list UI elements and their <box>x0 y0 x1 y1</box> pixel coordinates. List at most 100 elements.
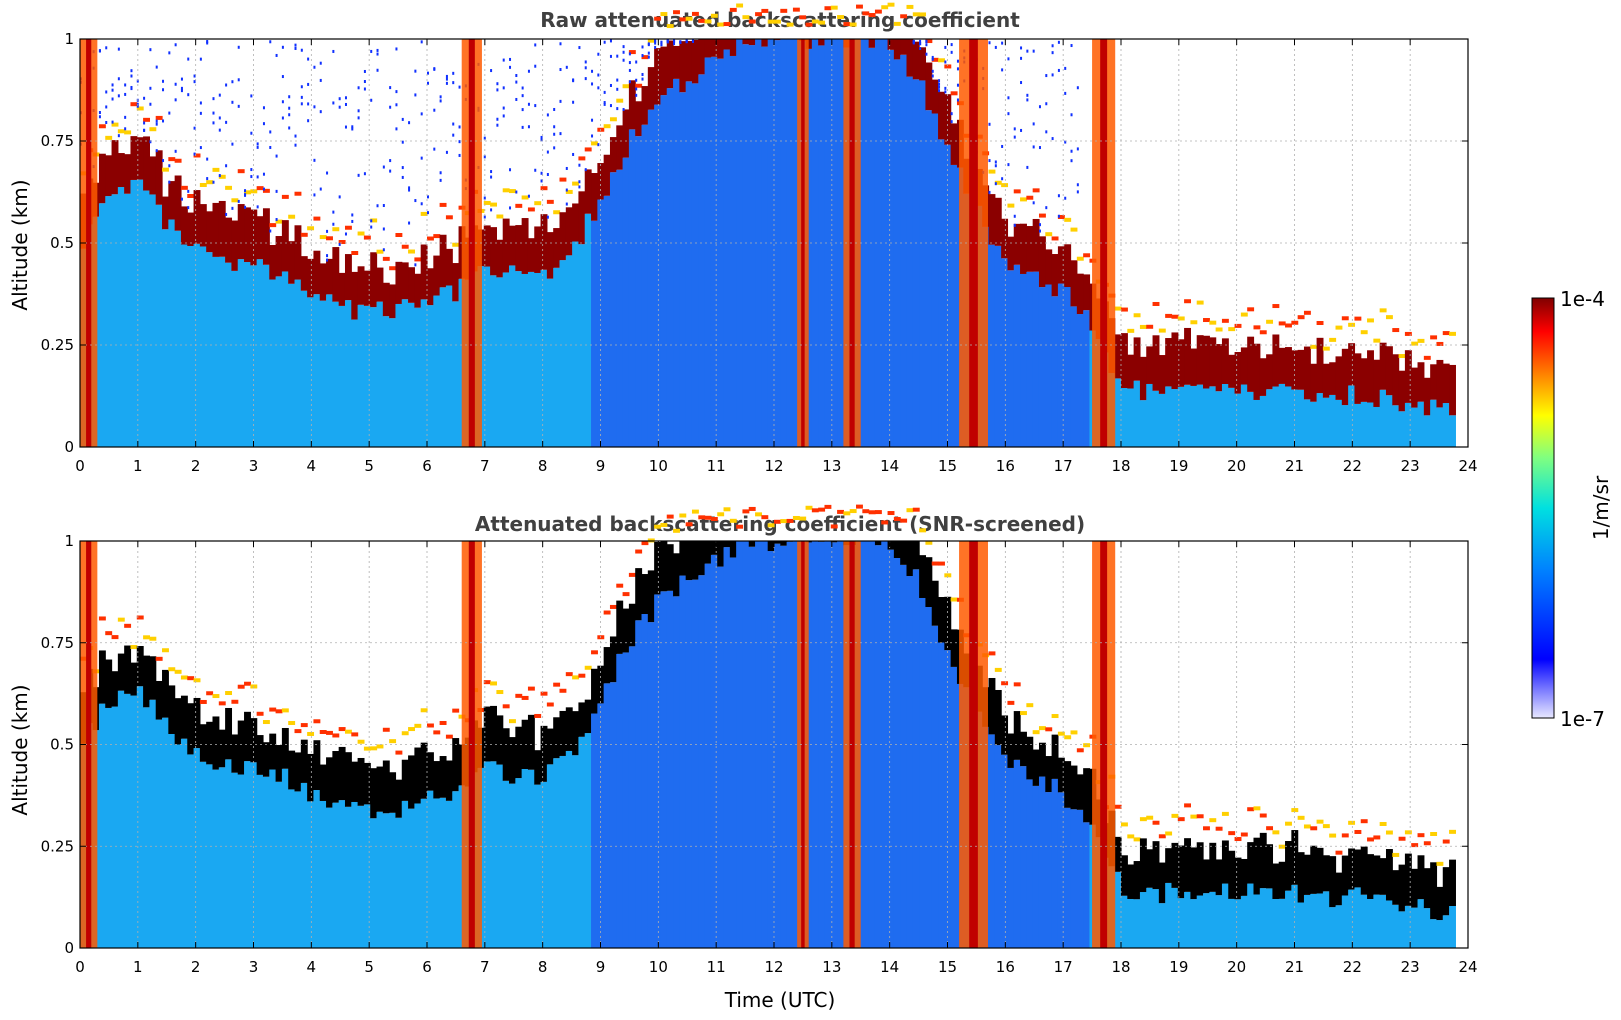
boundary-layer-cell <box>654 594 662 948</box>
x-tick-label: 16 <box>996 457 1015 475</box>
boundary-layer-cell <box>938 642 945 948</box>
noise-speck <box>275 189 278 193</box>
noise-speck <box>344 125 347 129</box>
x-axis-label: Time (UTC) <box>724 988 836 1012</box>
boundary-layer-cell <box>1297 389 1305 447</box>
cloud-edge-cell <box>98 616 106 621</box>
boundary-layer-cell <box>212 769 220 948</box>
cloud-edge-cell <box>628 572 636 577</box>
boundary-layer-cell <box>300 290 308 447</box>
noise-speck <box>452 81 455 85</box>
cloud-edge-cell <box>572 181 580 186</box>
cloud-edge-cell <box>155 656 163 661</box>
boundary-layer-cell <box>704 57 712 447</box>
boundary-layer-cell <box>262 264 270 447</box>
cloud-edge-cell <box>1398 836 1406 841</box>
boundary-layer-cell <box>225 262 233 447</box>
boundary-layer-cell <box>376 811 384 948</box>
cloud-edge-cell <box>1253 806 1261 811</box>
cloud-core-cell <box>635 568 643 621</box>
noise-speck <box>641 45 644 49</box>
cloud-core-cell <box>912 41 920 80</box>
cloud-edge-cell <box>357 739 365 744</box>
cloud-core-cell <box>1221 338 1229 384</box>
boundary-layer-cell <box>912 569 920 948</box>
cloud-core-cell <box>1354 849 1362 888</box>
boundary-layer-cell <box>1430 919 1438 948</box>
cloud-edge-cell <box>143 117 150 122</box>
cloud-core-cell <box>363 270 371 306</box>
noise-speck <box>180 197 183 201</box>
x-tick-label: 5 <box>364 958 374 976</box>
cloud-edge-cell <box>490 681 497 686</box>
boundary-layer-cell <box>408 302 415 447</box>
cloud-core-cell <box>338 746 346 801</box>
cloud-edge-cell <box>774 19 781 24</box>
boundary-layer-cell <box>1070 306 1078 447</box>
boundary-layer-cell <box>1348 385 1356 447</box>
boundary-layer-cell <box>717 58 725 448</box>
boundary-layer-cell <box>691 83 699 448</box>
cloud-core-cell <box>1398 864 1406 912</box>
noise-speck <box>427 81 429 85</box>
cloud-core-cell <box>805 39 813 49</box>
cloud-core-cell <box>1215 344 1223 392</box>
cloud-core-cell <box>1297 852 1305 903</box>
noise-speck <box>534 168 537 172</box>
noise-speck <box>925 39 928 43</box>
cloud-edge-cell <box>1411 843 1419 848</box>
cloud-core-cell <box>382 282 390 317</box>
x-tick-label: 6 <box>422 958 432 976</box>
boundary-layer-cell <box>452 791 460 948</box>
noise-speck <box>294 46 297 50</box>
cloud-edge-cell <box>1449 331 1456 336</box>
boundary-layer-cell <box>527 271 535 447</box>
cloud-core-cell <box>616 600 624 654</box>
x-tick-label: 19 <box>1169 457 1188 475</box>
cloud-core-cell <box>673 553 680 597</box>
cloud-core-cell <box>1038 236 1046 288</box>
noise-speck <box>168 51 171 55</box>
cloud-edge-cell <box>906 4 914 9</box>
cloud-edge-cell <box>704 19 712 24</box>
x-tick-label: 11 <box>707 457 726 475</box>
cloud-edge-cell <box>1449 829 1456 834</box>
boundary-layer-cell <box>1354 887 1362 948</box>
cloud-core-cell <box>673 45 680 79</box>
boundary-layer-cell <box>288 789 296 948</box>
noise-speck <box>124 92 127 96</box>
cloud-edge-cell <box>578 673 586 678</box>
noise-speck <box>212 180 215 184</box>
noise-speck <box>111 120 114 124</box>
noise-speck <box>344 102 347 106</box>
noise-speck <box>225 120 228 124</box>
boundary-layer-cell <box>818 45 826 448</box>
noise-speck <box>931 57 934 61</box>
noise-speck <box>338 195 341 199</box>
noise-speck <box>357 86 360 90</box>
boundary-layer-cell <box>521 769 529 948</box>
cloud-core-cell <box>130 136 138 180</box>
boundary-layer-cell <box>515 271 523 447</box>
boundary-layer-cell <box>250 762 258 948</box>
boundary-layer-cell <box>824 39 832 447</box>
boundary-layer-cell <box>1196 384 1204 447</box>
cloud-edge-cell <box>130 102 138 107</box>
cloud-edge-cell <box>326 236 333 241</box>
noise-speck <box>149 102 152 106</box>
cloud-core-cell <box>938 91 945 140</box>
boundary-layer-cell <box>237 774 245 948</box>
y-tick-label: 0.75 <box>41 634 74 652</box>
cloud-core-cell <box>162 669 169 718</box>
boundary-layer-cell <box>1316 893 1324 948</box>
boundary-layer-cell <box>149 699 157 948</box>
cloud-edge-cell <box>1335 325 1343 330</box>
boundary-layer-cell <box>218 256 226 447</box>
cloud-core-cell <box>1297 349 1305 390</box>
cloud-edge-cell <box>313 719 321 724</box>
cloud-core-cell <box>950 629 958 667</box>
noise-speck <box>938 82 941 86</box>
cloud-edge-cell <box>1392 852 1400 857</box>
cloud-core-cell <box>1436 359 1444 408</box>
cloud-edge-cell <box>1303 310 1311 315</box>
